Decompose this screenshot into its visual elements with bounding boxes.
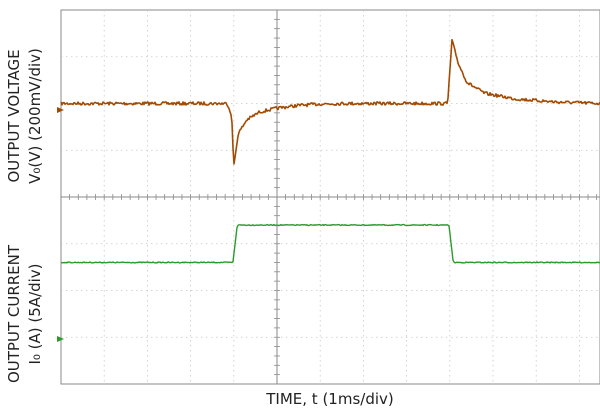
voltage-trace bbox=[60, 38, 600, 165]
current-trace bbox=[60, 223, 600, 264]
ground-marker-current bbox=[57, 336, 64, 342]
time-xlabel: TIME, t (1ms/div) bbox=[265, 390, 394, 408]
current-ylabel-line2: I₀ (A) (5A/div) bbox=[26, 263, 44, 364]
traces bbox=[60, 38, 600, 264]
ground-marker-voltage bbox=[57, 107, 64, 113]
current-ylabel-line1: OUTPUT CURRENT bbox=[5, 244, 23, 383]
voltage-ylabel-line2: V₀(V) (200mV/div) bbox=[26, 48, 44, 184]
voltage-ylabel-line1: OUTPUT VOLTAGE bbox=[5, 49, 23, 182]
